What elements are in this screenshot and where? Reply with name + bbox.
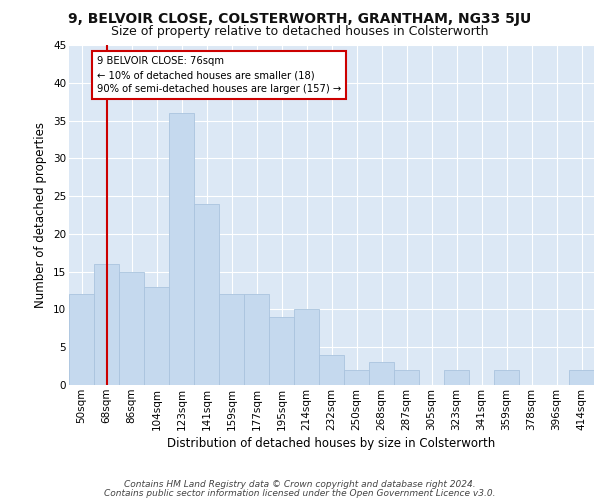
Bar: [444, 370, 469, 385]
Bar: [94, 264, 119, 385]
Bar: [394, 370, 419, 385]
Bar: [194, 204, 219, 385]
Text: 9, BELVOIR CLOSE, COLSTERWORTH, GRANTHAM, NG33 5JU: 9, BELVOIR CLOSE, COLSTERWORTH, GRANTHAM…: [68, 12, 532, 26]
X-axis label: Distribution of detached houses by size in Colsterworth: Distribution of detached houses by size …: [167, 437, 496, 450]
Text: Contains HM Land Registry data © Crown copyright and database right 2024.: Contains HM Land Registry data © Crown c…: [124, 480, 476, 489]
Text: 9 BELVOIR CLOSE: 76sqm
← 10% of detached houses are smaller (18)
90% of semi-det: 9 BELVOIR CLOSE: 76sqm ← 10% of detached…: [97, 56, 341, 94]
Bar: [269, 317, 294, 385]
Bar: [69, 294, 94, 385]
Bar: [494, 370, 519, 385]
Y-axis label: Number of detached properties: Number of detached properties: [34, 122, 47, 308]
Bar: [144, 287, 169, 385]
Text: Contains public sector information licensed under the Open Government Licence v3: Contains public sector information licen…: [104, 488, 496, 498]
Bar: [569, 370, 594, 385]
Bar: [294, 310, 319, 385]
Bar: [219, 294, 244, 385]
Bar: [369, 362, 394, 385]
Text: Size of property relative to detached houses in Colsterworth: Size of property relative to detached ho…: [111, 25, 489, 38]
Bar: [344, 370, 369, 385]
Bar: [119, 272, 144, 385]
Bar: [244, 294, 269, 385]
Bar: [319, 355, 344, 385]
Bar: [169, 113, 194, 385]
